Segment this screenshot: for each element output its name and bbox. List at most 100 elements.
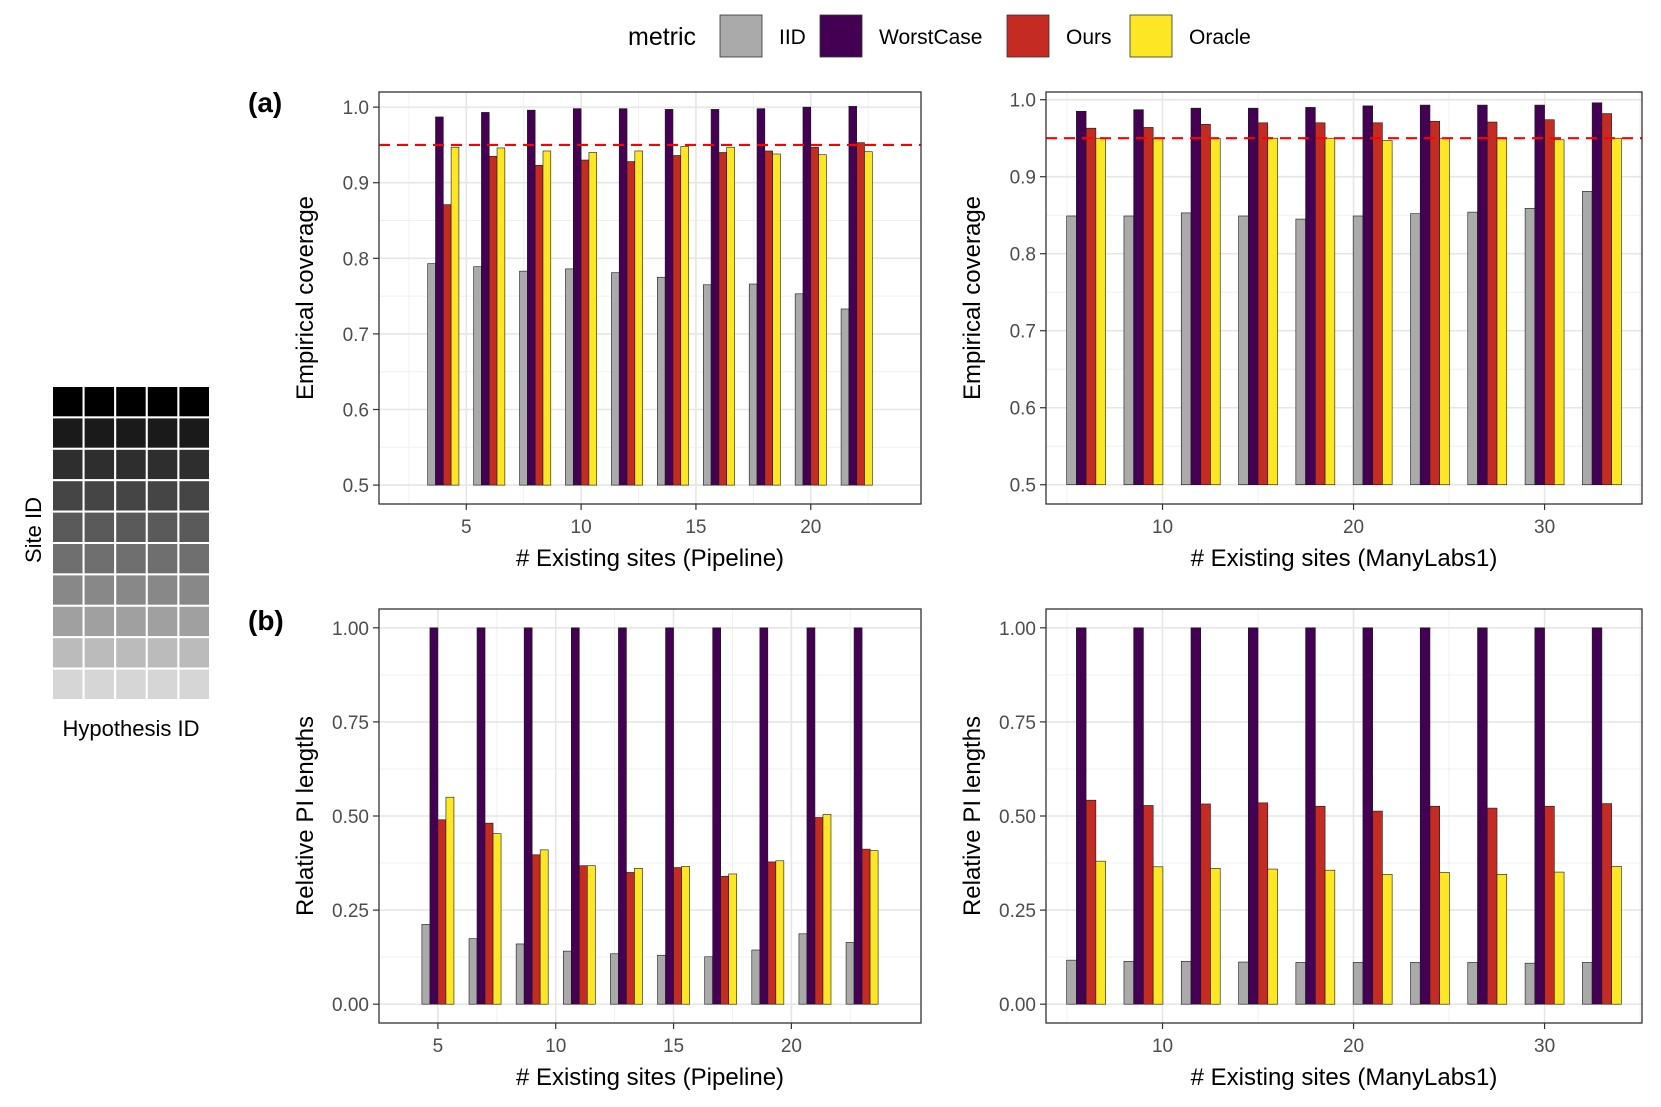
bar-worstcase xyxy=(1190,627,1202,1005)
bar-iid xyxy=(751,949,761,1005)
heatmap-cell xyxy=(51,416,85,450)
heatmap-cell xyxy=(177,667,211,701)
bar-oracle xyxy=(1611,866,1622,1005)
bar-worstcase xyxy=(1305,107,1316,486)
heatmap-cell xyxy=(82,416,117,450)
bar-ours xyxy=(1486,807,1498,1005)
bar-iid xyxy=(565,268,574,486)
bar-ours xyxy=(443,204,452,486)
heatmap-schematic xyxy=(51,385,211,701)
heatmap-cell xyxy=(145,479,180,513)
heatmap-cell xyxy=(114,636,148,670)
bar-oracle xyxy=(1554,139,1565,486)
bar-ours xyxy=(531,854,541,1005)
bar-worstcase xyxy=(710,109,720,486)
bar-iid xyxy=(657,276,666,486)
bar-worstcase xyxy=(1190,107,1202,486)
heatmap-cell xyxy=(82,447,117,482)
bar-worstcase xyxy=(848,106,858,486)
heatmap-cell xyxy=(145,573,180,607)
bar-ours xyxy=(810,146,819,486)
bar-oracle xyxy=(1095,137,1106,486)
legend-label-worstcase: WorstCase xyxy=(879,26,982,49)
bar-worstcase xyxy=(712,627,721,1005)
bar-worstcase xyxy=(481,112,490,486)
heatmap-cell xyxy=(51,385,85,419)
bar-oracle xyxy=(869,850,879,1005)
x-tick-label: 20 xyxy=(1343,1036,1364,1057)
bar-oracle xyxy=(1439,872,1450,1005)
x-tick-label: 20 xyxy=(800,517,821,538)
bar-oracle xyxy=(1152,866,1164,1005)
bar-worstcase xyxy=(1076,627,1087,1005)
bar-oracle xyxy=(680,146,689,486)
x-tick-label: 10 xyxy=(1152,1036,1173,1057)
bar-worstcase xyxy=(1305,627,1316,1005)
heatmap-cell xyxy=(82,667,117,701)
y-tick-label: 0.8 xyxy=(343,249,369,270)
bar-iid xyxy=(1123,215,1134,486)
bar-worstcase xyxy=(853,627,863,1005)
x-tick-label: 10 xyxy=(1152,517,1173,538)
x-tick-label: 5 xyxy=(433,1036,444,1057)
heatmap-cell xyxy=(51,542,85,576)
bar-worstcase xyxy=(527,109,536,486)
heatmap-cell xyxy=(51,667,85,701)
heatmap-cell xyxy=(51,636,85,670)
x-tick-label: 30 xyxy=(1534,517,1555,538)
heatmap-ylabel: Site ID xyxy=(21,497,46,563)
bar-ours xyxy=(1486,121,1498,486)
bar-oracle xyxy=(445,796,455,1005)
y-tick-label: 0.8 xyxy=(1010,245,1036,266)
bar-ours xyxy=(814,817,824,1005)
heatmap-cell xyxy=(51,573,85,607)
bar-iid xyxy=(1066,959,1077,1005)
panel-b-pipeline: 0.00 0.25 0.50 0.75 1.00 5 10 15 20 # Existing si… xyxy=(292,608,922,1091)
heatmap-cell xyxy=(177,573,211,607)
heatmap-cell xyxy=(145,385,180,419)
bar-oracle xyxy=(1496,874,1508,1005)
heatmap-xlabel: Hypothesis ID xyxy=(63,716,200,741)
y-tick-label: 0.5 xyxy=(1010,476,1036,497)
bar-oracle xyxy=(1095,860,1106,1005)
y-tick-label: 0.25 xyxy=(999,901,1036,922)
bar-worstcase xyxy=(802,106,812,486)
bar-iid xyxy=(421,924,431,1005)
bar-iid xyxy=(1238,961,1249,1005)
bar-iid xyxy=(1524,962,1536,1005)
bar-ours xyxy=(1544,119,1555,486)
heatmap-cell xyxy=(82,636,117,670)
heatmap-cell xyxy=(177,636,211,670)
panel-a-manylabs1: 0.5 0.6 0.7 0.8 0.9 1.0 10 20 30 # Existing sites… xyxy=(959,91,1643,572)
bar-ours xyxy=(1257,122,1269,486)
bar-iid xyxy=(427,263,436,486)
heatmap-cell xyxy=(114,479,148,513)
x-axis-title: # Existing sites (ManyLabs1) xyxy=(1191,1064,1498,1091)
heatmap-cell xyxy=(114,447,148,482)
bar-ours xyxy=(1085,799,1097,1005)
heatmap-cell xyxy=(145,667,180,701)
bar-worstcase xyxy=(1362,105,1373,486)
heatmap-cell xyxy=(177,385,211,419)
bar-iid xyxy=(794,293,804,486)
legend-key-worstcase xyxy=(819,14,863,58)
bar-ours xyxy=(488,155,498,486)
bar-oracle xyxy=(1152,137,1164,486)
bar-ours xyxy=(1429,805,1440,1005)
y-tick-label: 1.00 xyxy=(332,619,369,640)
heatmap-cell xyxy=(82,385,117,419)
bar-iid xyxy=(473,266,482,486)
bar-iid xyxy=(1180,212,1192,486)
bar-worstcase xyxy=(664,109,674,486)
bar-iid xyxy=(845,942,855,1005)
heatmap-cell xyxy=(145,604,180,639)
bar-ours xyxy=(1429,120,1440,486)
panel-border xyxy=(1045,91,1643,505)
bar-worstcase xyxy=(1534,104,1545,486)
bar-worstcase xyxy=(435,116,444,486)
bar-worstcase xyxy=(1419,627,1431,1005)
bar-iid xyxy=(1352,962,1364,1005)
bar-oracle xyxy=(775,860,785,1005)
bar-oracle xyxy=(1210,137,1221,486)
legend: metric IID WorstCase Ours Oracle xyxy=(628,14,1251,58)
